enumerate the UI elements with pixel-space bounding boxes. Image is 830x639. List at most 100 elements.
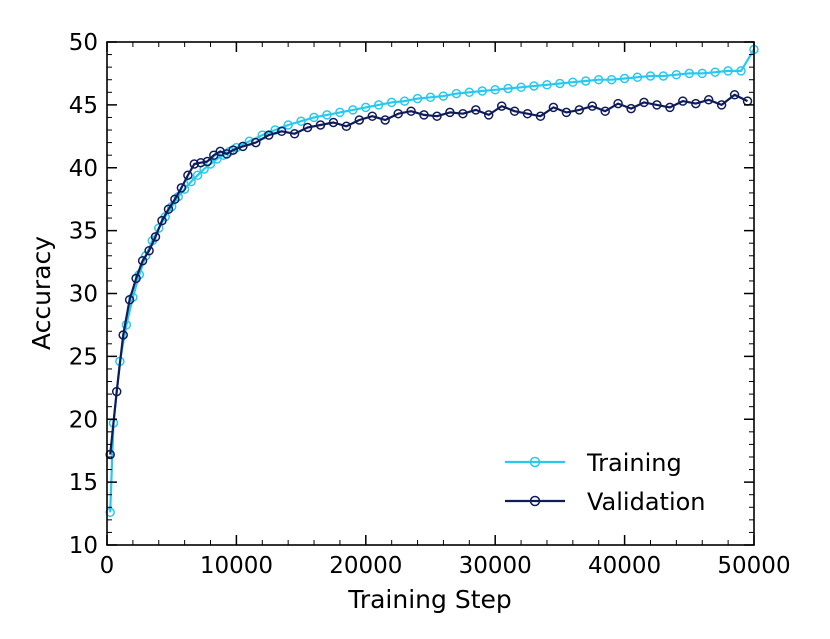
validation-point <box>574 105 585 115</box>
legend-training-label: Training <box>586 449 682 477</box>
training-point <box>322 110 332 120</box>
validation-point <box>302 122 313 133</box>
validation-point <box>458 108 468 119</box>
validation-point <box>471 105 481 115</box>
validation-point <box>341 121 352 132</box>
validation-point <box>150 232 161 242</box>
validation-point <box>189 159 200 169</box>
legend-validation-marker <box>529 495 541 507</box>
validation-point <box>380 115 390 125</box>
validation-point <box>613 98 623 109</box>
training-point <box>309 112 319 123</box>
training-point <box>348 105 358 115</box>
validation-point <box>196 157 206 168</box>
validation-point <box>354 115 365 125</box>
training-point <box>736 66 746 76</box>
validation-point <box>600 106 610 116</box>
validation-point <box>406 106 416 116</box>
validation-point <box>691 98 701 109</box>
training-point <box>555 78 565 89</box>
training-line <box>109 48 755 513</box>
validation-point <box>183 170 193 181</box>
validation-point <box>419 110 429 120</box>
y-tick-label: 25 <box>69 344 98 370</box>
validation-point <box>535 111 546 121</box>
y-tick-label: 50 <box>69 30 98 56</box>
training-point <box>438 91 449 101</box>
x-tick-label: 10000 <box>200 553 273 579</box>
training-point <box>684 68 695 79</box>
x-tick-label: 0 <box>100 553 115 579</box>
training-point <box>283 120 293 130</box>
validation-point <box>716 100 727 110</box>
training-point <box>490 85 500 95</box>
training-point <box>516 82 526 93</box>
training-point <box>529 81 539 91</box>
validation-point <box>703 95 714 105</box>
y-tick-label: 35 <box>69 219 98 245</box>
training-point <box>723 66 733 76</box>
validation-point <box>522 108 533 119</box>
validation-point <box>729 90 740 100</box>
training-point <box>568 77 578 87</box>
validation-point <box>328 117 339 128</box>
validation-point <box>367 111 378 121</box>
validation-point <box>639 97 649 108</box>
training-point <box>542 80 552 90</box>
training-point <box>658 71 669 81</box>
training-point <box>697 68 707 79</box>
validation-point <box>587 101 598 111</box>
axis-ticks: 0 10000 20000 30000 40000 50000 10 15 20 25 30 35 40… <box>69 30 791 579</box>
x-tick-label: 30000 <box>459 553 532 579</box>
validation-point <box>170 194 180 204</box>
training-point <box>619 73 630 84</box>
training-point <box>593 74 604 85</box>
validation-line <box>109 93 748 455</box>
validation-point <box>393 108 403 119</box>
y-tick-label: 45 <box>69 93 98 119</box>
training-point <box>386 97 397 108</box>
training-point <box>425 92 436 103</box>
training-point <box>464 87 475 98</box>
validation-point <box>137 256 148 266</box>
legend-training-marker <box>529 456 541 468</box>
validation-point <box>509 106 520 116</box>
y-tick-label: 10 <box>69 533 98 559</box>
validation-point <box>264 130 274 140</box>
validation-point <box>176 183 187 193</box>
validation-point <box>228 145 238 155</box>
validation-point <box>144 245 154 256</box>
validation-point <box>157 215 167 226</box>
validation-point <box>496 101 507 111</box>
validation-point <box>124 295 135 305</box>
training-point <box>606 74 617 85</box>
validation-point <box>561 107 572 118</box>
validation-point <box>238 141 248 152</box>
validation-point <box>483 110 494 120</box>
validation-point <box>315 120 326 130</box>
validation-point <box>432 111 442 121</box>
training-point <box>192 170 203 181</box>
legend: Training Validation <box>505 449 706 516</box>
validation-point <box>118 330 128 340</box>
plot-frame <box>106 41 755 546</box>
training-point <box>399 96 410 106</box>
validation-point <box>665 102 675 113</box>
x-tick-label: 50000 <box>717 553 790 579</box>
validation-point <box>111 386 122 397</box>
validation-point <box>445 107 455 118</box>
validation-point <box>289 129 300 139</box>
validation-point <box>548 102 559 113</box>
validation-point <box>202 156 213 167</box>
legend-validation-label: Validation <box>587 488 706 516</box>
training-point <box>503 83 513 94</box>
validation-point <box>652 100 662 110</box>
plot-area <box>105 44 759 518</box>
validation-point <box>131 273 141 284</box>
validation-point <box>251 137 261 148</box>
y-axis-label: Accuracy <box>27 236 56 350</box>
x-tick-label: 20000 <box>329 553 402 579</box>
training-point <box>361 102 371 113</box>
training-point <box>373 100 384 110</box>
